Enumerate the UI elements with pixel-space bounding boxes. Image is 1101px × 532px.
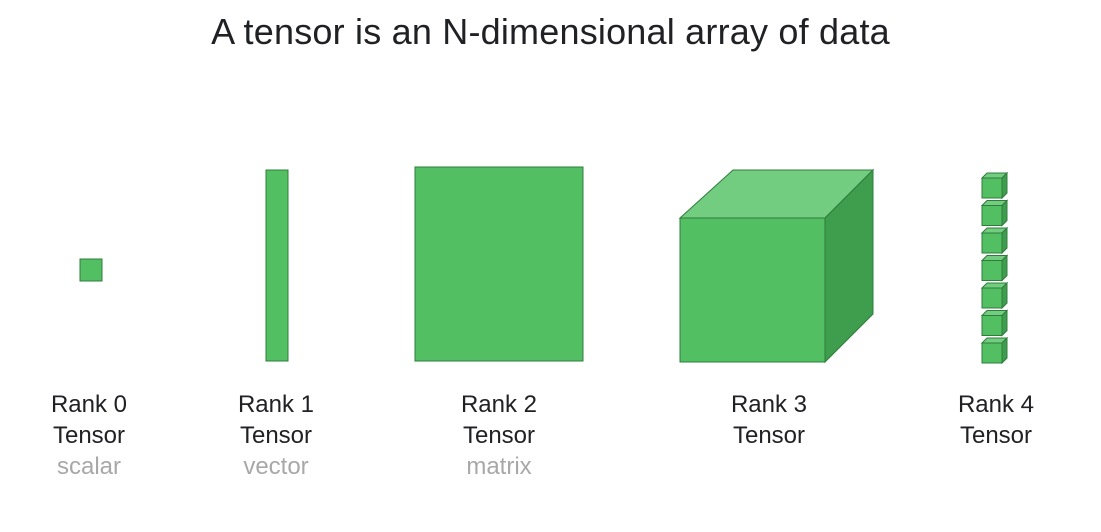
stack-cube-front-face xyxy=(981,287,1003,309)
stack-cube xyxy=(980,254,1009,282)
stack-cube-side-face xyxy=(1001,254,1008,282)
stack-cube-front-face xyxy=(981,205,1003,226)
alias-label: matrix xyxy=(466,453,532,480)
alias-label: vector xyxy=(243,453,309,480)
stack-cube-front-face xyxy=(981,315,1003,336)
tensor-caption-rank-4: Rank 4 Tensor xyxy=(916,389,1076,451)
rank-3-cube xyxy=(678,168,875,364)
tensor-caption-rank-3: Rank 3 Tensor xyxy=(689,389,849,451)
stack-cube xyxy=(980,336,1009,365)
slide-title: A tensor is an N-dimensional array of da… xyxy=(211,11,890,52)
tensor-caption-rank-0: Rank 0 Tensor scalar xyxy=(9,389,169,482)
tensor-caption-rank-1: Rank 1 Tensor vector xyxy=(196,389,356,482)
stack-cube xyxy=(980,309,1009,337)
stack-cube-front-face xyxy=(981,342,1003,364)
tensor-label: Tensor xyxy=(959,422,1033,449)
stack-cube xyxy=(980,226,1009,255)
rank-1-vector-bar xyxy=(265,169,289,362)
stack-cube-side-face xyxy=(1001,199,1008,227)
rank-label: Rank 4 xyxy=(957,391,1035,418)
stack-cube xyxy=(980,281,1009,310)
tensor-label: Tensor xyxy=(52,422,126,449)
tensor-label: Tensor xyxy=(732,422,806,449)
stack-cube xyxy=(980,171,1009,200)
rank-4-cube-stack xyxy=(980,171,1009,365)
rank-label: Rank 1 xyxy=(237,391,315,418)
tensor-caption-rank-2: Rank 2 Tensor matrix xyxy=(419,389,579,482)
rank-2-matrix-plane xyxy=(414,166,584,362)
stack-cube-front-face xyxy=(981,232,1003,254)
stack-cube-side-face xyxy=(1001,309,1008,337)
rank-label: Rank 2 xyxy=(460,391,538,418)
stack-cube xyxy=(980,199,1009,227)
rank-3-cube-front-face xyxy=(679,217,826,363)
rank-0-scalar-square xyxy=(79,258,103,282)
alias-label: scalar xyxy=(56,453,122,480)
stack-cube-side-face xyxy=(1001,171,1008,200)
tensor-label: Tensor xyxy=(239,422,313,449)
stack-cube-side-face xyxy=(1001,281,1008,310)
rank-label: Rank 3 xyxy=(730,391,808,418)
stack-cube-side-face xyxy=(1001,226,1008,255)
stack-cube-side-face xyxy=(1001,336,1008,365)
stack-cube-front-face xyxy=(981,260,1003,281)
stack-cube-front-face xyxy=(981,177,1003,199)
rank-label: Rank 0 xyxy=(50,391,128,418)
tensor-label: Tensor xyxy=(462,422,536,449)
